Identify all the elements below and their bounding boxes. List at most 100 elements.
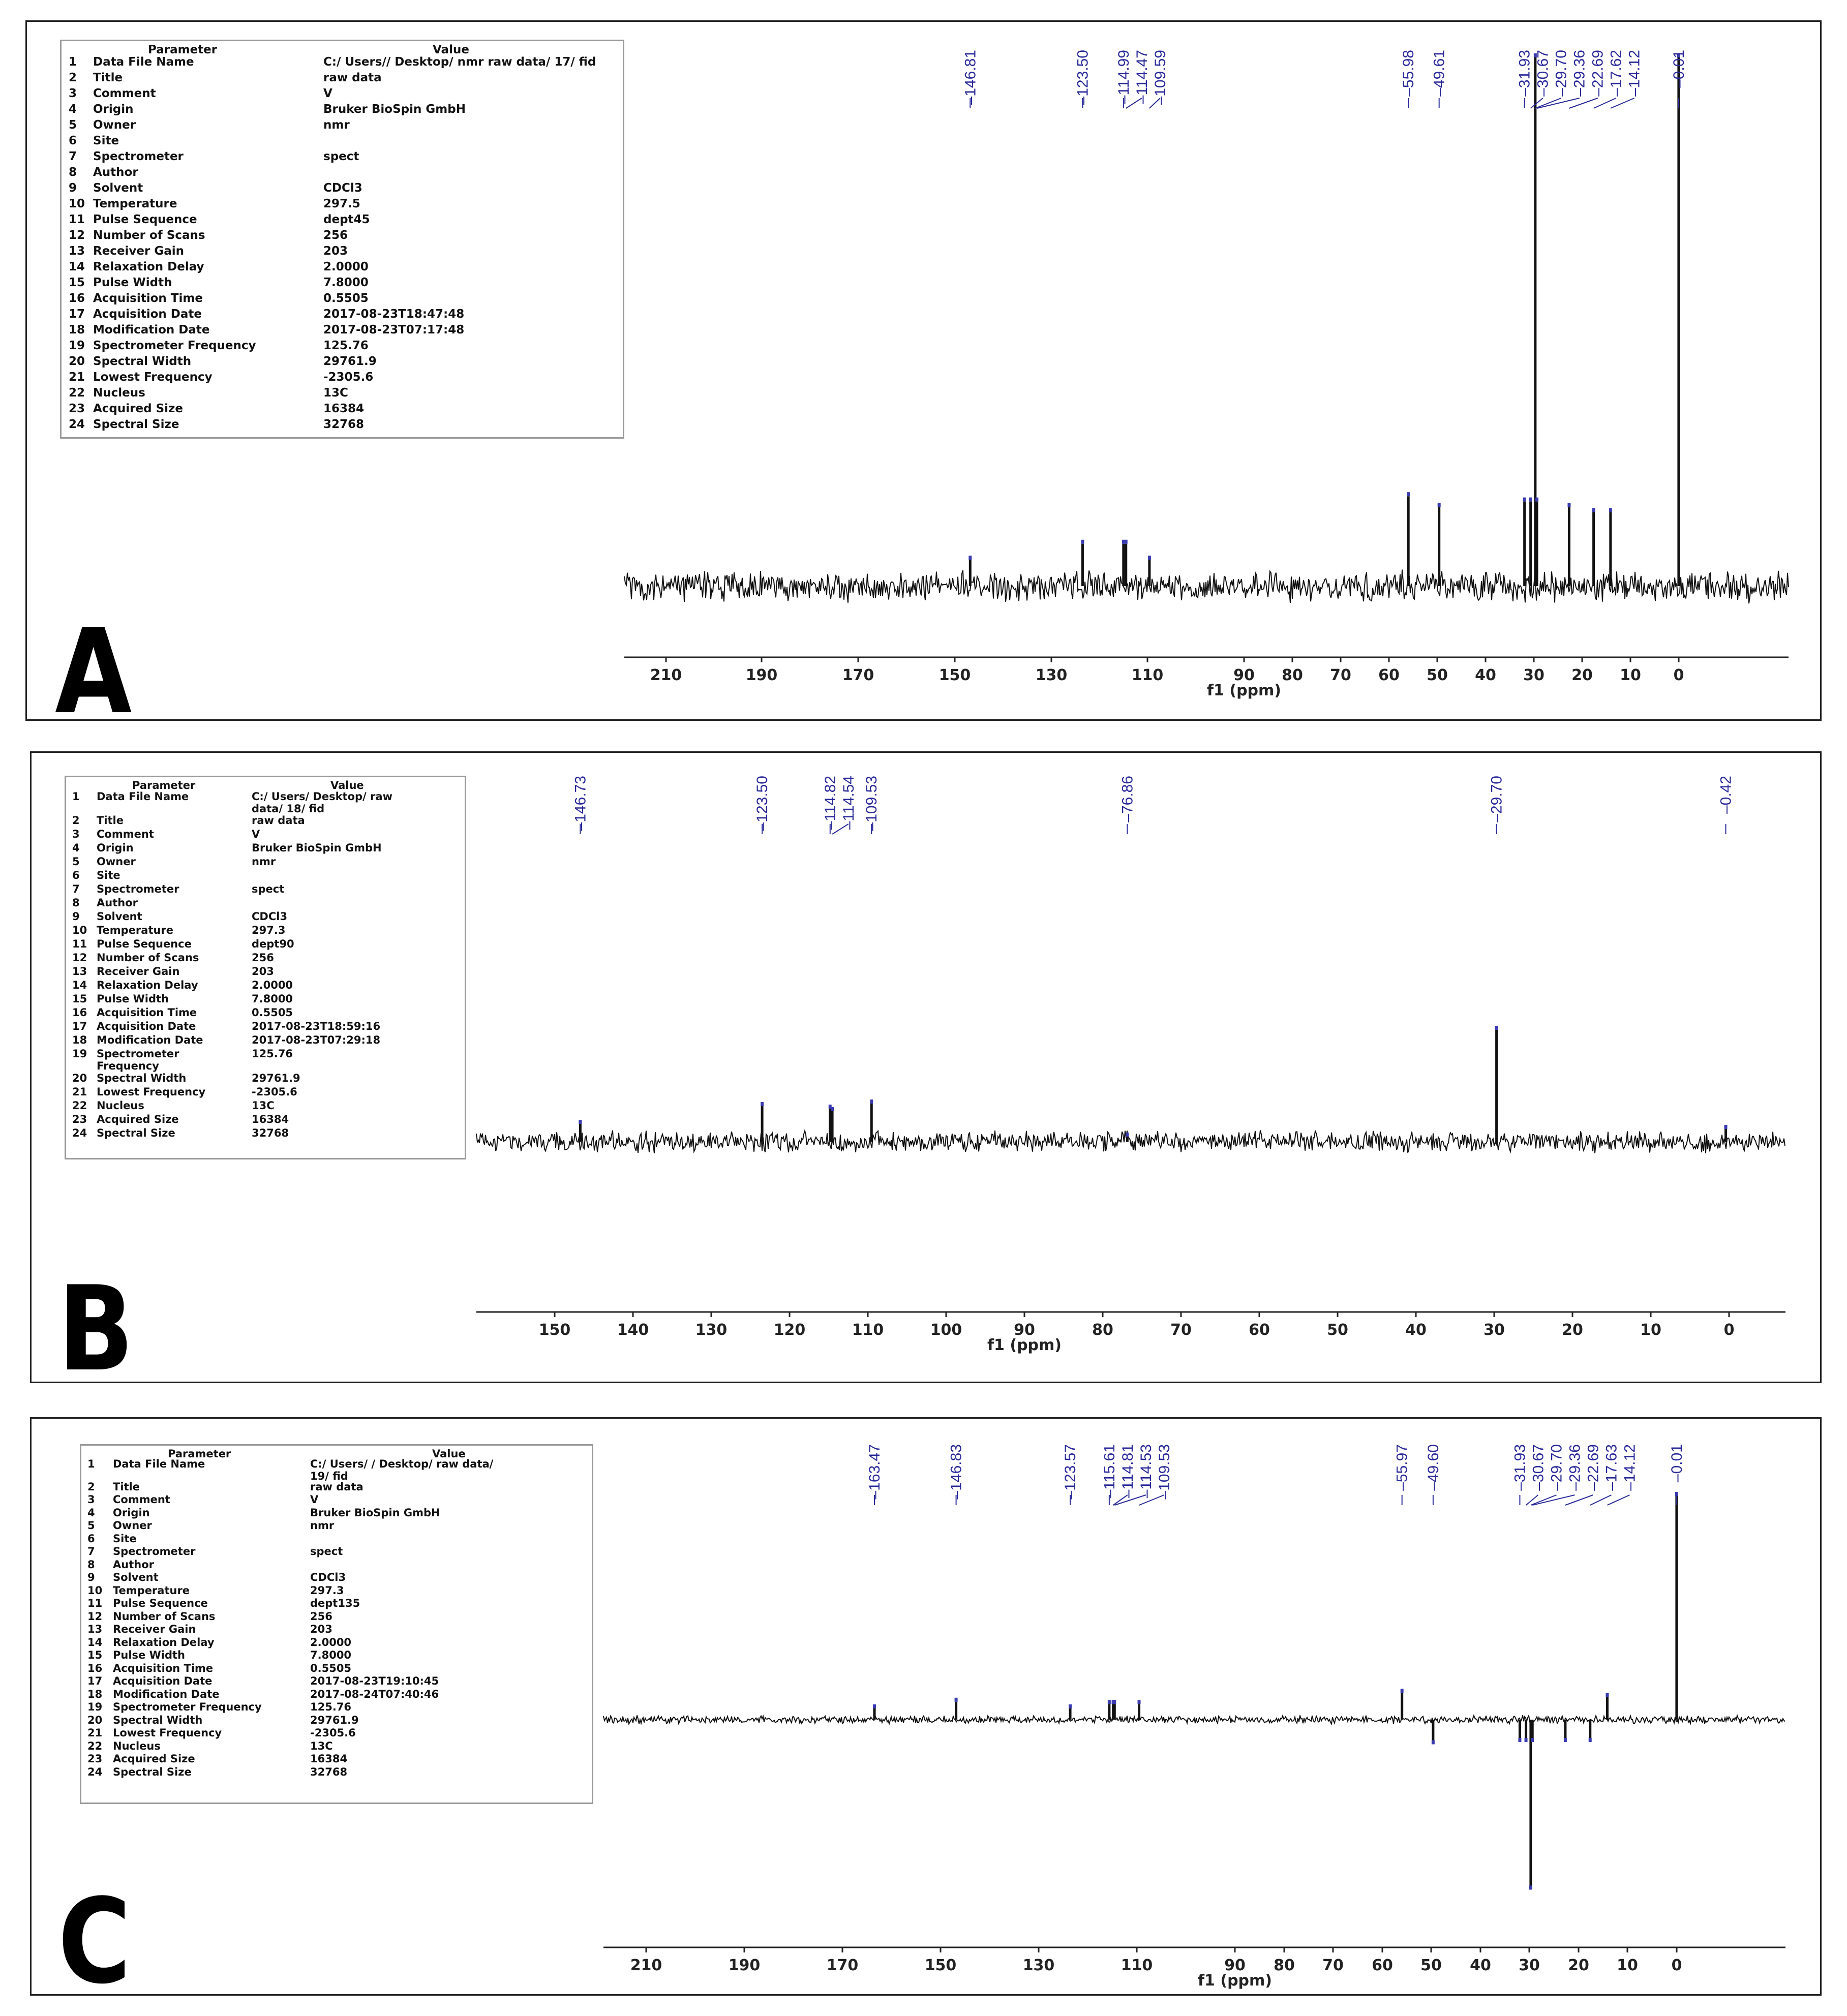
row-parameter: Lowest Frequency — [93, 371, 213, 384]
x-tick-label: 130 — [1023, 1957, 1055, 1974]
peak-label-text: –55.97 — [1394, 1444, 1411, 1491]
peak-label: –109.59 — [1149, 50, 1169, 109]
x-axis-title: f1 (ppm) — [1198, 1972, 1272, 1990]
row-value: 7.8000 — [252, 993, 293, 1005]
peak-label-text: –109.59 — [1152, 50, 1169, 105]
x-tick-label: 80 — [1274, 1957, 1295, 1974]
row-number: 9 — [72, 910, 80, 923]
row-value: 2.0000 — [310, 1636, 352, 1648]
row-value: dept45 — [323, 213, 370, 226]
row-value: 125.76 — [310, 1701, 352, 1714]
x-tick-label: 110 — [1121, 1957, 1153, 1974]
peak-marker — [1529, 497, 1532, 502]
peak-marker — [1124, 539, 1128, 544]
peak-label-text: –30.67 — [1535, 50, 1552, 97]
row-parameter: Nucleus — [97, 1099, 144, 1112]
row-value: 2017-08-23T19:10:45 — [310, 1675, 439, 1688]
x-tick-label: 50 — [1420, 1957, 1442, 1974]
row-parameter: Spectrometer Frequency — [97, 1048, 179, 1073]
peak-label-text: –29.36 — [1571, 50, 1588, 97]
row-parameter: Temperature — [93, 197, 177, 210]
row-parameter: Author — [93, 166, 138, 179]
row-value: V — [252, 828, 260, 841]
row-number: 5 — [87, 1519, 95, 1532]
row-value: nmr — [310, 1519, 335, 1532]
row-number: 2 — [69, 71, 77, 84]
peak-label-text: –17.62 — [1608, 50, 1625, 97]
x-tick-label: 120 — [774, 1321, 806, 1339]
peak-marker — [1533, 53, 1537, 57]
row-number: 2 — [87, 1480, 95, 1493]
row-number: 17 — [87, 1675, 103, 1688]
peak-label-text: –0.42 — [1718, 776, 1735, 814]
x-tick-label: 170 — [842, 666, 874, 684]
spectrum-panel-b: Parameter Value 1 Data File Name C:/ Users/ … — [30, 751, 1822, 1383]
peak-label-text: –114.47 — [1134, 50, 1150, 104]
row-number: 22 — [72, 1099, 87, 1112]
peak-marker — [1081, 539, 1084, 544]
row-number: 13 — [69, 245, 85, 258]
row-parameter: Solvent — [93, 181, 143, 195]
x-axis-title: f1 (ppm) — [987, 1336, 1062, 1354]
peak-marker — [1495, 1026, 1498, 1030]
row-number: 21 — [87, 1727, 103, 1739]
row-value: 203 — [323, 245, 348, 258]
x-tick-label: 0 — [1724, 1321, 1735, 1339]
peak-label-leader — [1607, 1494, 1630, 1506]
peak-label: –146.81 — [962, 50, 979, 108]
row-parameter: Comment — [97, 828, 154, 841]
row-parameter: Owner — [93, 118, 136, 132]
row-parameter: Spectrometer Frequency — [93, 339, 256, 352]
row-parameter: Data File Name — [93, 55, 194, 69]
row-number: 6 — [87, 1532, 95, 1545]
peak-label: –114.82 — [822, 776, 839, 834]
row-parameter: Spectrometer Frequency — [113, 1701, 262, 1714]
row-parameter: Comment — [93, 87, 156, 100]
row-number: 10 — [87, 1584, 103, 1597]
row-value: dept90 — [252, 938, 294, 951]
row-parameter: Acquisition Date — [113, 1675, 213, 1688]
row-number: 18 — [72, 1034, 87, 1047]
row-number: 6 — [72, 869, 80, 882]
row-parameter: Spectral Width — [113, 1714, 203, 1726]
peak-marker — [1400, 1689, 1404, 1693]
row-number: 20 — [72, 1072, 87, 1084]
row-parameter: Origin — [113, 1506, 150, 1519]
row-number: 5 — [72, 856, 80, 868]
row-parameter: Pulse Sequence — [97, 938, 192, 951]
peak-marker — [1592, 508, 1595, 512]
x-tick-label: 110 — [852, 1321, 884, 1339]
row-value: 0.5505 — [323, 292, 369, 305]
x-tick-label: 90 — [1224, 1957, 1246, 1974]
row-parameter: Relaxation Delay — [97, 979, 198, 992]
peak-label-leader — [1593, 98, 1617, 109]
spectrum-baseline — [476, 1128, 1785, 1154]
x-tick-label: 70 — [1170, 1321, 1192, 1339]
peak-label-leader — [1530, 1494, 1557, 1506]
peak-label-text: –123.57 — [1062, 1444, 1079, 1499]
peak-label: –55.98 — [1400, 50, 1417, 108]
peak-label-text: –14.12 — [1621, 1444, 1638, 1491]
peak-marker — [968, 556, 972, 560]
row-parameter: Relaxation Delay — [113, 1636, 215, 1648]
x-tick-label: 40 — [1470, 1957, 1491, 1974]
row-parameter: Owner — [113, 1519, 152, 1532]
row-number: 1 — [72, 790, 80, 803]
row-value: Bruker BioSpin GmbH — [252, 842, 382, 854]
row-number: 21 — [72, 1085, 87, 1098]
row-parameter: Modification Date — [97, 1034, 203, 1047]
peak-label: –14.12 — [1607, 1444, 1638, 1506]
peak-label-leader — [1525, 1494, 1539, 1506]
row-parameter: Title — [97, 814, 124, 827]
row-value: 7.8000 — [310, 1649, 352, 1662]
row-number: 18 — [69, 323, 85, 337]
row-value: V — [310, 1493, 319, 1506]
row-parameter: Acquisition Date — [93, 308, 202, 321]
peak-label-text: –29.36 — [1566, 1444, 1583, 1491]
row-number: 4 — [72, 842, 80, 854]
row-number: 3 — [87, 1493, 95, 1506]
peak-label: –109.53 — [863, 776, 880, 834]
row-parameter: Receiver Gain — [97, 965, 180, 978]
peak-marker — [828, 1105, 832, 1109]
row-parameter: Nucleus — [93, 386, 145, 400]
